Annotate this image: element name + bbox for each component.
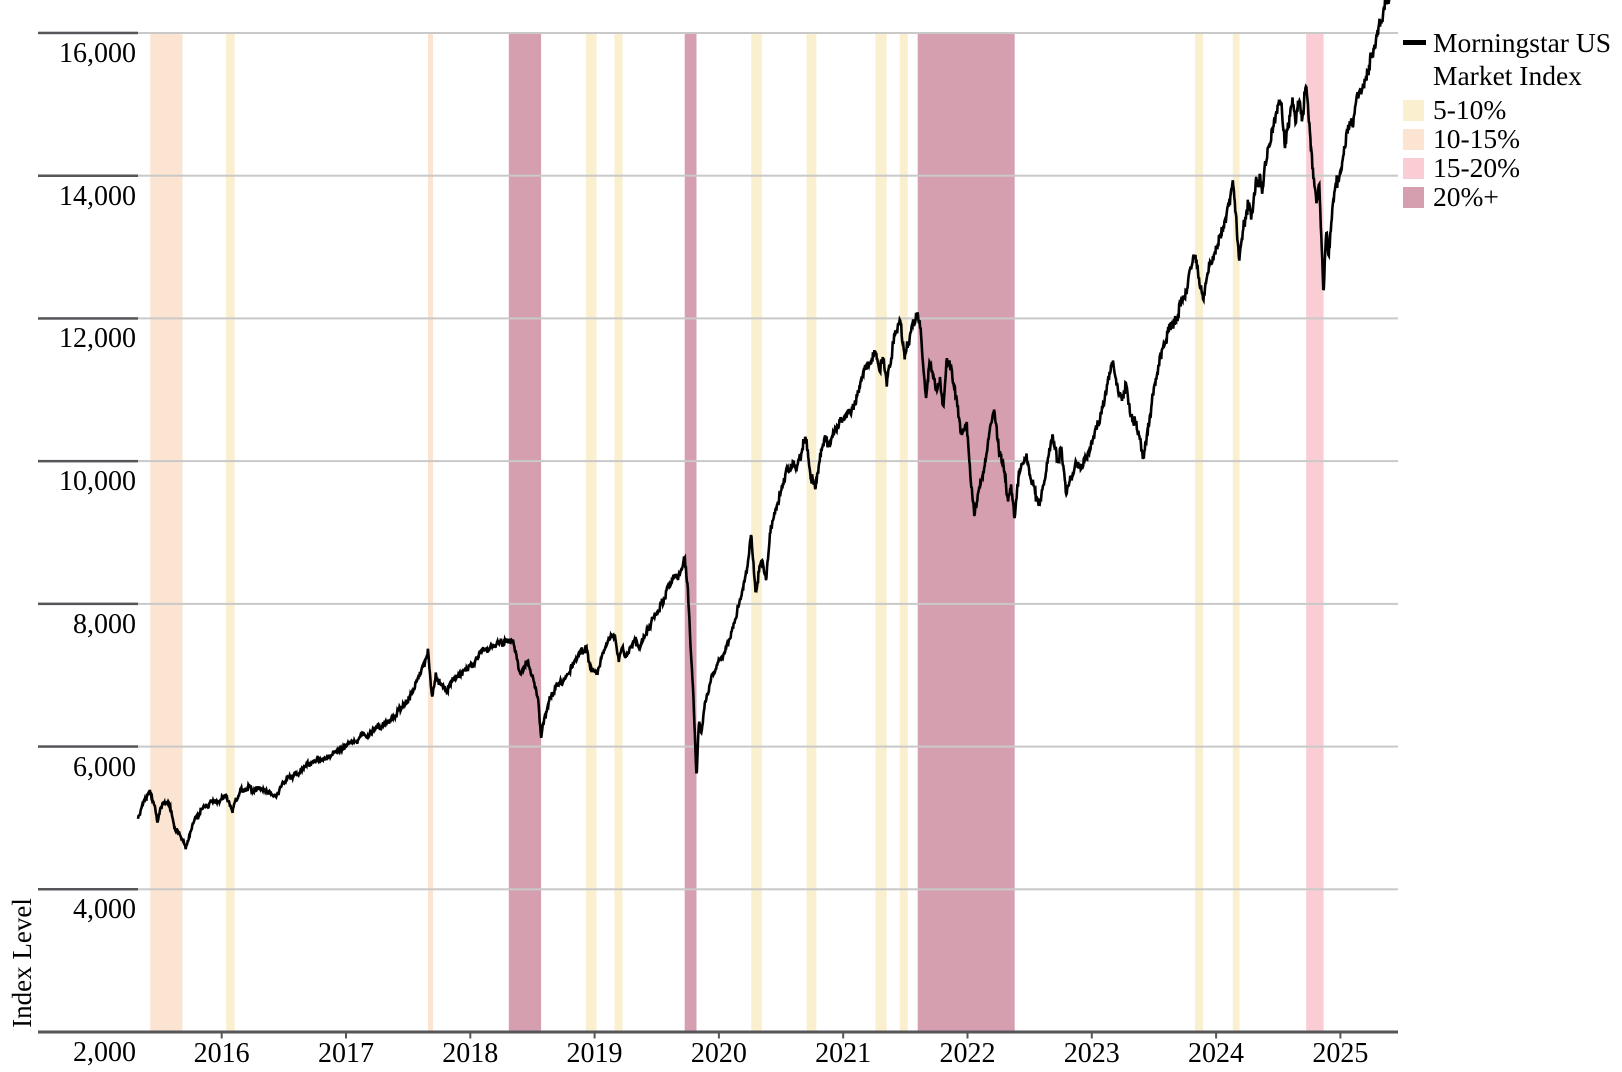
x-tick-mark [593,1033,596,1039]
x-tick-label: 2018 [442,1038,499,1069]
y-tick-mark [38,459,138,463]
x-tick-mark [1090,1033,1093,1039]
legend-item: 5-10% [1403,94,1619,125]
y-axis-title: Index Level [7,898,37,1028]
y-tick-label: 16,000 [59,37,136,69]
band-swatch-icon [1403,128,1424,150]
legend-item-label: 5-10% [1433,94,1507,125]
x-tick-label: 2020 [690,1038,747,1069]
gridline [138,602,1398,605]
gridline [138,174,1398,177]
x-tick-mark [1339,1033,1342,1039]
drawdown-band [1306,33,1324,1031]
y-tick-mark [38,745,138,748]
x-tick-mark [469,1033,472,1039]
drawdown-band [806,33,817,1031]
drawdown-band [899,33,908,1031]
x-tick-label: 2024 [1188,1038,1245,1069]
gridline [138,460,1398,463]
y-tick-label: 4,000 [73,894,136,926]
band-swatch-icon [1403,186,1424,208]
legend: Morningstar US Market Index 5-10% 10-15% 1… [1403,26,1619,212]
x-tick-mark [1215,1033,1218,1039]
legend-series-label: Morningstar US Market Index [1433,27,1611,91]
drawdown-band [875,33,887,1031]
drawdown-band [614,33,623,1031]
x-tick-mark [717,1033,720,1039]
drawdown-band [751,33,762,1031]
line-swatch-icon [1403,40,1426,45]
gridline [138,32,1398,34]
drawdown-band [585,33,597,1031]
x-tick-mark [345,1033,347,1039]
drawdown-band [226,33,235,1031]
x-tick-label: 2021 [815,1038,872,1069]
x-tick-label: 2017 [317,1038,374,1069]
gridline [138,888,1398,891]
x-tick-label: 2022 [939,1038,996,1069]
drawdown-band [917,33,1015,1031]
drawdown-band [684,33,697,1031]
y-tick-mark [38,31,138,35]
drawdown-band [150,33,183,1031]
x-axis-line [38,1030,1398,1034]
y-tick-mark [38,317,138,320]
legend-item: 15-20% [1403,152,1619,183]
x-tick-mark [842,1033,845,1039]
y-tick-mark [38,888,138,891]
x-tick-label: 2025 [1312,1038,1369,1069]
legend-item-label: 20%+ [1433,181,1499,212]
y-tick-label: 6,000 [73,751,136,783]
drawdown-band [1194,33,1203,1031]
y-tick-label: 8,000 [73,608,136,640]
x-tick-label: 2016 [193,1038,250,1069]
legend-series-entry: Morningstar US Market Index [1403,26,1619,92]
series-line [136,0,1391,850]
drawdown-band [508,33,542,1031]
y-tick-mark [38,174,138,177]
y-tick-label: 10,000 [59,466,136,498]
legend-band-items: 5-10% 10-15% 15-20% 20%+ [1403,94,1619,212]
legend-item: 10-15% [1403,123,1619,154]
y-tick-label: 14,000 [59,180,136,212]
drawdown-band [428,33,433,1031]
legend-item-label: 15-20% [1433,152,1521,183]
y-tick-label: 12,000 [59,323,136,355]
legend-item: 20%+ [1403,181,1619,212]
band-swatch-icon [1403,99,1424,121]
x-tick-mark [220,1033,223,1039]
legend-item-label: 10-15% [1433,123,1521,154]
y-tick-label: 2,000 [73,1037,136,1068]
drawdown-band [1232,33,1240,1031]
band-swatch-icon [1403,157,1424,179]
x-tick-mark [966,1033,969,1039]
gridline [138,317,1398,320]
gridline [138,745,1398,748]
x-tick-label: 2019 [566,1038,623,1069]
y-tick-mark [38,602,138,606]
x-tick-label: 2023 [1063,1038,1120,1069]
